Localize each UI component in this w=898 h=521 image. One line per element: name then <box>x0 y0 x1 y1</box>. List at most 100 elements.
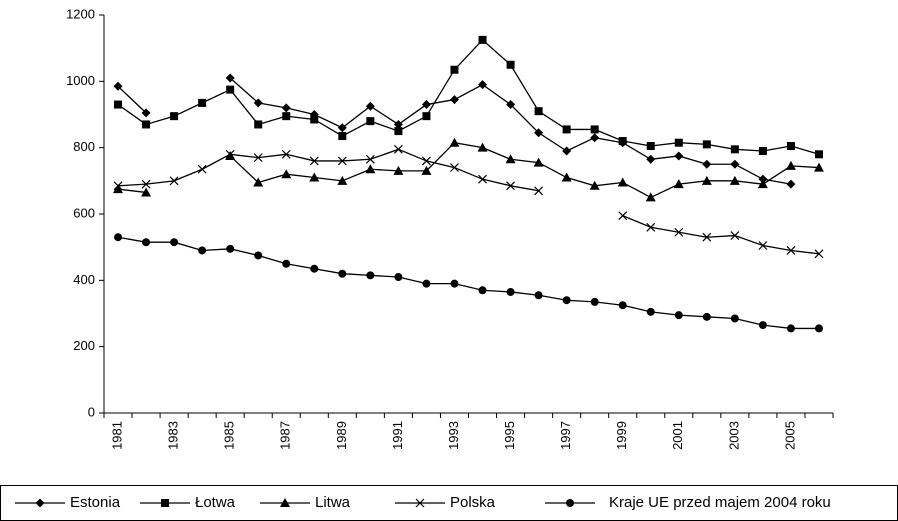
point <box>646 142 655 151</box>
x-tick-label: 1985 <box>222 421 237 450</box>
point <box>365 164 376 174</box>
point <box>478 80 488 90</box>
x-tick-label: 1983 <box>166 421 181 450</box>
point <box>645 192 656 202</box>
point <box>730 145 739 154</box>
point <box>197 164 207 174</box>
point <box>366 271 375 280</box>
point <box>506 287 515 296</box>
point <box>450 279 459 288</box>
point <box>506 181 515 191</box>
point <box>478 286 487 295</box>
point <box>478 35 487 44</box>
point <box>422 279 431 288</box>
point <box>674 311 683 320</box>
point <box>786 179 796 189</box>
point <box>785 160 796 170</box>
point <box>534 107 543 116</box>
point <box>786 246 796 255</box>
point <box>814 324 823 333</box>
y-tick-label: 800 <box>73 139 95 154</box>
point <box>281 103 291 113</box>
y-tick-label: 1000 <box>66 73 95 88</box>
point <box>674 138 683 147</box>
point <box>141 179 151 189</box>
legend-marker <box>35 498 45 508</box>
point <box>170 112 179 121</box>
point <box>814 249 824 259</box>
point <box>814 150 823 159</box>
point <box>562 125 571 134</box>
series-line <box>117 148 820 255</box>
point <box>673 179 684 189</box>
point <box>337 123 347 133</box>
x-tick-label: 2003 <box>726 421 741 450</box>
point <box>421 100 431 110</box>
x-tick-label: 1999 <box>614 421 629 450</box>
point <box>562 146 572 156</box>
point <box>618 301 627 310</box>
point <box>730 314 739 323</box>
point <box>786 142 795 151</box>
point <box>338 269 347 278</box>
point <box>394 273 403 282</box>
legend-label: Polska <box>450 494 496 511</box>
point <box>729 175 740 185</box>
point <box>310 115 319 124</box>
point <box>421 165 432 175</box>
point <box>366 117 375 126</box>
point <box>422 156 431 166</box>
point <box>590 125 599 134</box>
point <box>786 324 795 333</box>
point <box>674 227 684 237</box>
point <box>478 174 487 184</box>
x-tick-label: 2001 <box>670 421 685 450</box>
point <box>309 156 319 166</box>
legend-marker <box>161 499 169 507</box>
point <box>393 165 404 175</box>
point <box>618 137 627 146</box>
x-tick-label: 1995 <box>502 421 517 450</box>
point <box>758 146 767 155</box>
point <box>169 176 179 186</box>
point <box>534 186 544 196</box>
legend-label: Estonia <box>70 494 121 511</box>
x-tick-label: 1987 <box>278 421 293 450</box>
point <box>337 156 347 166</box>
x-tick-label: 1993 <box>446 421 461 450</box>
point <box>449 95 459 105</box>
point <box>114 233 123 242</box>
point <box>533 157 544 167</box>
point <box>590 133 600 143</box>
point <box>393 119 403 129</box>
point <box>309 172 320 182</box>
y-tick-label: 600 <box>73 205 95 220</box>
point <box>170 238 179 247</box>
point <box>702 140 711 149</box>
point <box>365 101 375 111</box>
point <box>646 307 655 316</box>
point <box>758 321 767 330</box>
point <box>254 251 263 260</box>
legend-label: Łotwa <box>195 494 236 511</box>
point <box>562 296 571 305</box>
x-tick-label: 1991 <box>390 421 405 450</box>
point <box>281 169 292 179</box>
point <box>422 112 431 121</box>
point <box>730 159 740 169</box>
point <box>198 98 207 107</box>
point <box>393 144 403 154</box>
point <box>253 153 263 163</box>
point <box>450 163 459 172</box>
point <box>561 172 572 182</box>
point <box>114 100 123 109</box>
point <box>282 112 291 121</box>
point <box>702 232 712 242</box>
point <box>365 154 375 164</box>
point <box>338 132 347 141</box>
legend-label: Kraje UE przed majem 2004 roku <box>609 494 831 511</box>
legend-marker <box>280 498 290 507</box>
point <box>281 149 291 159</box>
point <box>590 297 599 306</box>
